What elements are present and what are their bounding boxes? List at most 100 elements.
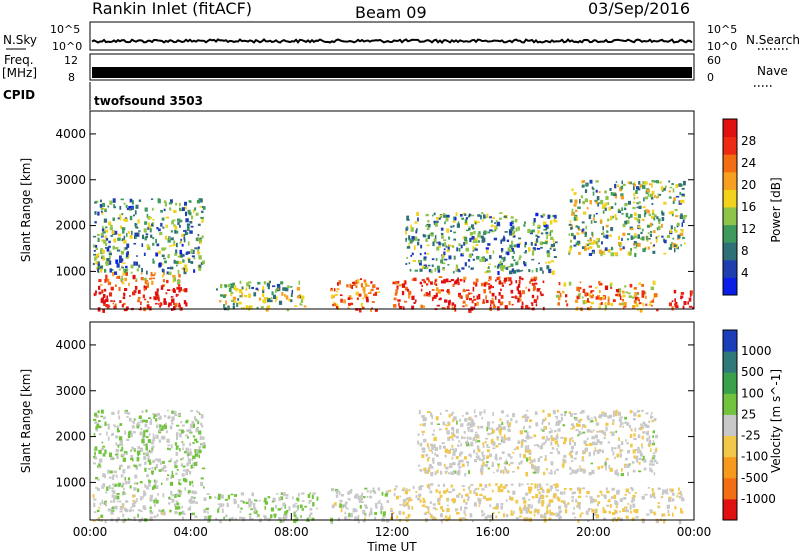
- echo-cell: [197, 233, 200, 237]
- echo-cell: [510, 263, 514, 267]
- echo-cell: [451, 245, 455, 248]
- echo-cell: [464, 236, 468, 241]
- echo-cell: [541, 500, 545, 505]
- echo-cell: [583, 211, 587, 215]
- echo-cell: [456, 420, 458, 425]
- echo-cell: [582, 300, 585, 305]
- echo-cell: [365, 506, 368, 509]
- echo-cell: [660, 186, 664, 191]
- echo-cell: [667, 513, 670, 516]
- echo-cell: [675, 184, 679, 188]
- echo-cell: [141, 438, 145, 444]
- echo-cell: [257, 289, 260, 292]
- echo-cell: [473, 490, 476, 494]
- echo-cell: [408, 262, 411, 265]
- echo-cell: [549, 513, 552, 516]
- echo-cell: [602, 296, 605, 299]
- echo-cell: [195, 428, 199, 433]
- echo-cell: [416, 211, 419, 216]
- echo-cell: [97, 478, 100, 481]
- echo-cell: [476, 440, 481, 443]
- echo-cell: [172, 244, 176, 247]
- echo-cell: [153, 414, 157, 417]
- echo-cell: [129, 235, 133, 239]
- echo-cell: [599, 430, 601, 433]
- echo-cell: [532, 471, 537, 474]
- echo-cell: [188, 458, 191, 463]
- echo-cell: [134, 474, 138, 479]
- echo-cell: [503, 256, 506, 261]
- echo-cell: [225, 514, 228, 518]
- echo-cell: [171, 298, 175, 303]
- echo-cell: [181, 243, 184, 247]
- colorbar-tick-label: -100: [741, 450, 768, 464]
- echo-cell: [589, 420, 592, 423]
- echo-cell: [418, 494, 421, 498]
- echo-cell: [500, 436, 504, 441]
- echo-cell: [140, 419, 144, 424]
- echo-cell: [184, 264, 188, 269]
- echo-cell: [524, 244, 527, 248]
- echo-cell: [349, 283, 352, 289]
- echo-cell: [676, 495, 679, 498]
- echo-cell: [507, 489, 509, 492]
- echo-cell: [471, 300, 474, 304]
- echo-cell: [444, 466, 449, 469]
- echo-cell: [344, 501, 348, 505]
- echo-cell: [456, 247, 458, 252]
- colorbar-tick-label: 20: [741, 178, 756, 192]
- echo-cell: [423, 512, 427, 515]
- echo-cell: [555, 422, 559, 426]
- echo-cell: [651, 469, 653, 473]
- echo-cell: [110, 224, 113, 227]
- echo-cell: [411, 506, 414, 510]
- echo-cell: [177, 255, 181, 258]
- colorbar-swatch: [723, 259, 737, 278]
- echo-cell: [119, 464, 123, 468]
- echo-cell: [186, 462, 190, 467]
- echo-cell: [579, 514, 582, 518]
- echo-cell: [645, 303, 648, 306]
- echo-cell: [457, 268, 460, 272]
- echo-cell: [147, 226, 150, 230]
- echo-cell: [496, 436, 500, 439]
- echo-cell: [633, 300, 637, 304]
- echo-cell: [92, 262, 95, 266]
- echo-cell: [587, 519, 590, 522]
- echo-cell: [425, 238, 428, 242]
- echo-cell: [408, 489, 411, 492]
- echo-cell: [586, 437, 589, 441]
- echo-cell: [201, 219, 204, 223]
- echo-cell: [589, 179, 593, 184]
- nsky-label: N.Sky: [3, 33, 37, 47]
- echo-cell: [619, 498, 623, 502]
- echo-cell: [564, 411, 567, 414]
- echo-cell: [420, 288, 423, 292]
- echo-cell: [558, 282, 561, 286]
- echo-cell: [640, 308, 643, 313]
- echo-cell: [615, 293, 619, 297]
- echo-cell: [451, 456, 454, 460]
- echo-cell: [629, 506, 632, 510]
- colorbar-tick-label: -25: [741, 429, 761, 443]
- echo-cell: [166, 279, 169, 284]
- echo-cell: [466, 461, 470, 464]
- echo-cell: [218, 506, 221, 509]
- echo-cell: [153, 484, 157, 489]
- echo-cell: [529, 461, 532, 464]
- echo-cell: [93, 418, 97, 421]
- echo-cell: [107, 281, 112, 286]
- echo-cell: [537, 230, 540, 234]
- echo-cell: [402, 511, 405, 515]
- echo-cell: [555, 468, 559, 471]
- echo-cell: [681, 199, 685, 204]
- echo-cell: [487, 449, 490, 453]
- echo-cell: [618, 418, 622, 422]
- echo-cell: [619, 425, 622, 428]
- echo-cell: [650, 230, 653, 233]
- echo-cell: [652, 491, 655, 497]
- echo-cell: [473, 298, 477, 301]
- echo-cell: [500, 469, 503, 474]
- echo-cell: [284, 492, 286, 497]
- echo-cell: [405, 516, 409, 519]
